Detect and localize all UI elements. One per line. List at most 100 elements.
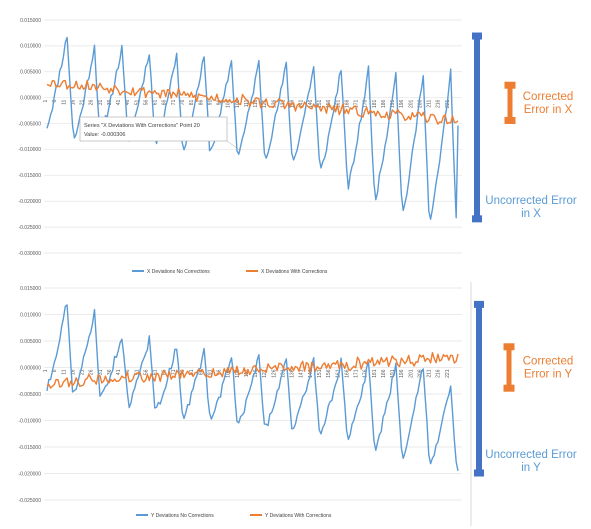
- x-tick-label: 11: [61, 369, 67, 374]
- legend-label: X Deviations With Corrections: [261, 269, 328, 275]
- x-tick-label: 116: [253, 369, 259, 377]
- uncorrected-error-bar: [474, 300, 484, 477]
- x-tick-label: 31: [98, 99, 104, 105]
- label-line: in Y: [521, 462, 541, 474]
- error-bar-cap-bottom: [504, 116, 516, 124]
- label-line: Uncorrected Error: [485, 449, 577, 461]
- x-tick-label: 186: [381, 99, 387, 108]
- y-tick-label: -0.015000: [18, 173, 41, 179]
- x-tick-label: 216: [436, 99, 442, 108]
- x-tick-label: 176: [363, 99, 369, 108]
- x-tick-label: 41: [116, 99, 122, 105]
- x-tick-label: 46: [125, 369, 131, 375]
- x-tick-label: 31: [98, 369, 104, 375]
- label-line: Error in X: [524, 104, 573, 116]
- x-tick-label: 141: [299, 99, 305, 108]
- series-line-corrected: [46, 79, 459, 125]
- x-tick-label: 196: [399, 99, 405, 108]
- label-line: Error in Y: [524, 369, 573, 381]
- x-tick-label: 26: [89, 99, 95, 105]
- chart-y-deviations: 0.015000 0.010000 0.005000 0.000000 -0.00500…: [18, 286, 576, 519]
- x-tick-label: 206: [417, 369, 423, 378]
- x-tick-label: 206: [417, 99, 423, 108]
- corrected-error-label: Corrected Error in Y: [523, 356, 574, 381]
- x-tick-label: 6: [52, 369, 58, 372]
- x-tick-label: 76: [180, 99, 186, 105]
- uncorrected-error-label: Uncorrected Error in Y: [485, 449, 577, 474]
- x-tick-label: 191: [390, 99, 396, 108]
- x-tick-label: 116: [253, 99, 259, 107]
- x-tick-label: 151: [317, 369, 323, 378]
- x-tick-label: 201: [408, 369, 414, 378]
- series-line-uncorrected: [46, 304, 459, 472]
- x-tick-label: 11: [61, 99, 67, 104]
- x-tick-label: 201: [408, 99, 414, 108]
- tooltip-leader: [226, 140, 242, 152]
- x-tick-label: 146: [308, 99, 314, 108]
- x-tick-label: 101: [226, 99, 232, 108]
- legend-label: Y Deviations No Corrections: [151, 513, 214, 519]
- error-bar-cap-top: [503, 343, 515, 351]
- y-tick-label: -0.025000: [18, 225, 41, 231]
- x-tick-label: 126: [271, 369, 277, 378]
- x-tick-label: 161: [335, 99, 341, 108]
- x-tick-label: 101: [226, 369, 232, 378]
- tooltip-box: [79, 116, 228, 142]
- y-tick-label: -0.010000: [18, 418, 41, 424]
- x-tick-label: 171: [354, 99, 360, 108]
- x-tick-label: 111: [244, 99, 250, 107]
- x-tick-label: 216: [436, 369, 442, 378]
- x-tick-label: 21: [80, 99, 86, 105]
- x-tick-label: 61: [153, 369, 159, 375]
- x-tick-label: 106: [235, 369, 241, 378]
- x-tick-label: 186: [381, 369, 387, 378]
- x-tick-label: 121: [262, 99, 268, 108]
- x-tick-label: 36: [107, 369, 113, 375]
- x-tick-label: 1: [43, 369, 49, 372]
- x-tick-label: 181: [372, 99, 378, 108]
- y-tick-label: -0.020000: [18, 471, 41, 477]
- x-tick-label: 221: [445, 369, 451, 378]
- y-tick-label: 0.010000: [20, 312, 41, 318]
- y-tick-label: -0.030000: [18, 251, 41, 257]
- x-tick-label: 156: [326, 369, 332, 378]
- x-tick-label: 81: [189, 369, 195, 375]
- x-tick-label: 131: [280, 369, 286, 378]
- x-tick-label: 51: [134, 369, 140, 375]
- x-tick-label: 71: [171, 99, 177, 105]
- x-tick-label: 191: [390, 369, 396, 378]
- y-tick-label: -0.005000: [18, 392, 41, 398]
- y-tick-label: -0.005000: [18, 121, 41, 127]
- x-tick-label: 211: [427, 99, 433, 107]
- x-tick-label: 166: [344, 99, 350, 108]
- chart-x-deviations: 0.015000 0.010000 0.005000 0.000000 -0.00500…: [18, 18, 576, 275]
- label-line: Uncorrected Error: [485, 195, 577, 207]
- x-tick-label: 66: [162, 99, 168, 105]
- x-tick-label: 56: [143, 99, 149, 105]
- error-bar-cap-top: [472, 32, 482, 40]
- y-tick-label: 0.000000: [20, 95, 41, 101]
- x-tick-label: 41: [116, 369, 122, 375]
- error-bar-cap-top: [504, 81, 516, 89]
- corrected-error-label: Corrected Error in X: [523, 91, 574, 116]
- x-tick-label: 91: [207, 99, 213, 105]
- error-bar-cap-bottom: [503, 384, 515, 392]
- x-tick-label: 51: [134, 99, 140, 105]
- legend-label: X Deviations No Corrections: [147, 269, 210, 275]
- series-line-corrected: [46, 351, 459, 389]
- x-tick-label: 86: [198, 369, 204, 375]
- x-tick-label: 71: [171, 369, 177, 375]
- y-tick-label: 0.015000: [20, 18, 41, 24]
- x-tick-label: 166: [344, 369, 350, 378]
- label-line: in X: [521, 208, 541, 220]
- x-tick-label: 21: [80, 369, 86, 375]
- y-tick-label: -0.010000: [18, 147, 41, 153]
- x-tick-label: 56: [143, 369, 149, 375]
- error-bar-cap-bottom: [472, 215, 482, 223]
- x-tick-label: 46: [125, 99, 131, 105]
- corrected-error-bar: [503, 343, 515, 392]
- x-tick-label: 16: [70, 99, 76, 105]
- x-tick-label: 81: [189, 99, 195, 105]
- x-tick-label: 136: [290, 369, 296, 378]
- x-tick-label: 26: [89, 369, 95, 375]
